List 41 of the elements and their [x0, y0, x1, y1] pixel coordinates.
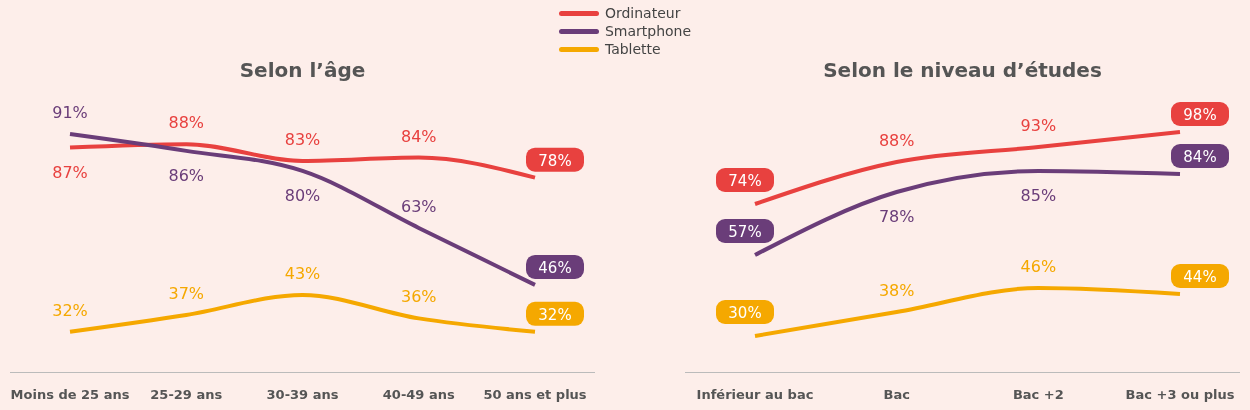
data-label: 78%	[878, 207, 915, 226]
data-label: 88%	[878, 131, 915, 150]
data-label: 38%	[878, 281, 915, 300]
data-label: 30%	[728, 304, 762, 322]
data-label: 80%	[284, 185, 321, 205]
x-tick-label: Bac +2	[1012, 387, 1064, 403]
data-label: 74%	[728, 172, 762, 190]
data-label: 84%	[400, 126, 437, 146]
data-label: 37%	[168, 284, 205, 304]
data-label: 88%	[168, 113, 205, 133]
legend-label: Tablette	[603, 40, 662, 58]
x-tick-label: 25-29 ans	[150, 387, 223, 403]
data-label: 63%	[400, 196, 437, 216]
data-label: 32%	[538, 305, 572, 324]
chart-title: Selon l’âge	[238, 58, 367, 84]
x-tick-label: Bac	[883, 387, 910, 403]
x-tick-label: Moins de 25 ans	[10, 387, 130, 403]
chart-title: Selon le niveau d’études	[822, 58, 1103, 84]
x-tick-label: 30-39 ans	[266, 387, 339, 403]
data-label: 85%	[1020, 186, 1057, 205]
data-label: 32%	[52, 300, 88, 320]
data-label: 84%	[1183, 148, 1217, 166]
data-label: 36%	[400, 287, 437, 307]
x-tick-label: 50 ans et plus	[483, 387, 587, 403]
x-tick-label: 40-49 ans	[382, 387, 455, 403]
data-label: 98%	[1183, 106, 1217, 124]
legend-label: Smartphone	[603, 22, 692, 40]
data-label: 44%	[1183, 268, 1217, 286]
data-label: 83%	[284, 129, 321, 149]
data-label: 57%	[728, 223, 762, 241]
data-label: 46%	[1020, 257, 1057, 276]
data-label: 86%	[168, 165, 205, 185]
data-label: 78%	[538, 151, 572, 170]
x-tick-label: Bac +3 ou plus	[1125, 387, 1235, 403]
data-label: 43%	[284, 263, 321, 283]
data-label: 46%	[538, 258, 572, 277]
data-label: 87%	[52, 162, 88, 182]
legend-label: Ordinateur	[603, 4, 682, 22]
data-label: 93%	[1020, 116, 1057, 135]
x-tick-label: Inférieur au bac	[696, 387, 814, 403]
data-label: 91%	[52, 103, 88, 123]
